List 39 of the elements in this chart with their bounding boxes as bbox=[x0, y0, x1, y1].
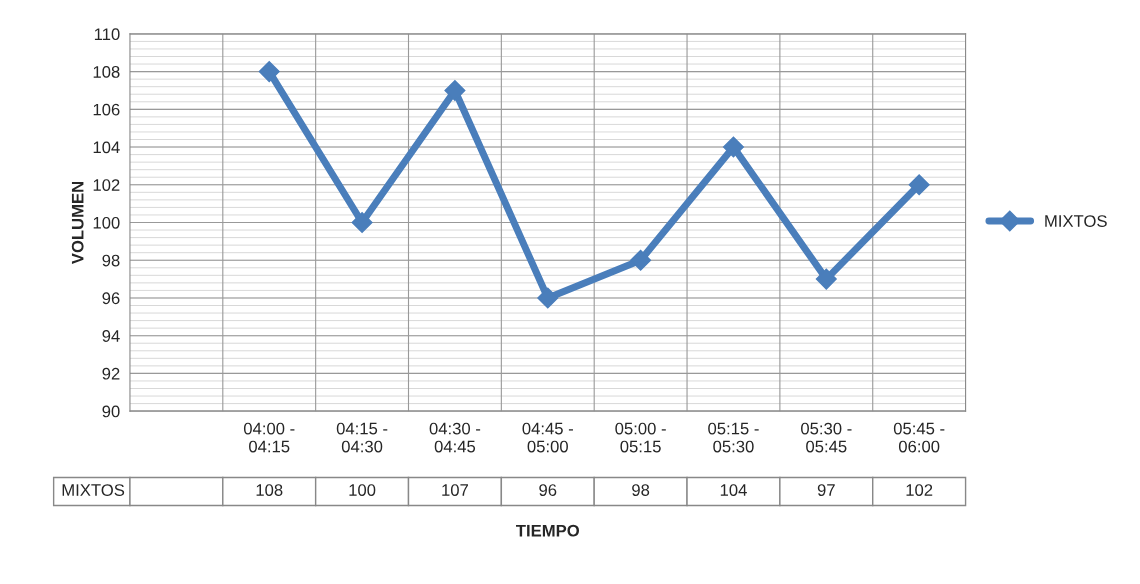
x-tick-label: 05:30 - 05:45 bbox=[801, 422, 852, 453]
x-tick-label: 04:00 - 04:15 bbox=[243, 422, 295, 453]
point bbox=[258, 61, 280, 83]
y-tick-label: 110 bbox=[94, 28, 120, 41]
data-label: 107 bbox=[442, 484, 468, 496]
y-tick-label: 92 bbox=[102, 367, 120, 380]
x-tick-label: 04:15 - 04:30 bbox=[336, 422, 388, 453]
point bbox=[537, 287, 559, 309]
data-label: 100 bbox=[349, 484, 376, 496]
data-label: 102 bbox=[906, 484, 933, 496]
y-tick-label: 106 bbox=[93, 103, 120, 116]
point bbox=[815, 268, 837, 290]
data-label: 104 bbox=[720, 484, 747, 496]
point bbox=[351, 211, 373, 234]
x-tick-label: 05:00 - 05:15 bbox=[615, 422, 666, 453]
y-tick-label: 104 bbox=[93, 141, 120, 154]
data-label: 96 bbox=[539, 484, 557, 496]
data-label: 98 bbox=[632, 484, 650, 496]
point bbox=[722, 136, 744, 158]
point bbox=[908, 174, 930, 196]
data-label: 108 bbox=[256, 484, 283, 496]
x-tick-label: 04:45 - 05:00 bbox=[522, 422, 573, 453]
point bbox=[444, 79, 466, 101]
x-tick-label: 04:30 - 04:45 bbox=[429, 422, 481, 453]
y-tick-label: 90 bbox=[102, 405, 120, 418]
y-tick-label: 98 bbox=[102, 254, 120, 267]
y-tick-label: 102 bbox=[93, 179, 120, 191]
point bbox=[630, 249, 652, 271]
y-tick-label: 94 bbox=[102, 330, 120, 342]
y-tick-label: 100 bbox=[93, 216, 120, 229]
y-tick-label: 108 bbox=[93, 66, 120, 78]
legend-label: MIXTOS bbox=[1045, 215, 1107, 227]
y-axis-title: VOLUMEN bbox=[71, 181, 84, 265]
text: MIXTOS bbox=[62, 484, 125, 496]
x-tick-label: 05:15 - 05:30 bbox=[708, 422, 759, 453]
data-label: 97 bbox=[817, 484, 835, 496]
x-tick-label: 05:45 - 06:00 bbox=[893, 422, 945, 453]
x-axis-title: TIEMPO bbox=[516, 524, 580, 537]
y-tick-label: 96 bbox=[102, 292, 120, 305]
